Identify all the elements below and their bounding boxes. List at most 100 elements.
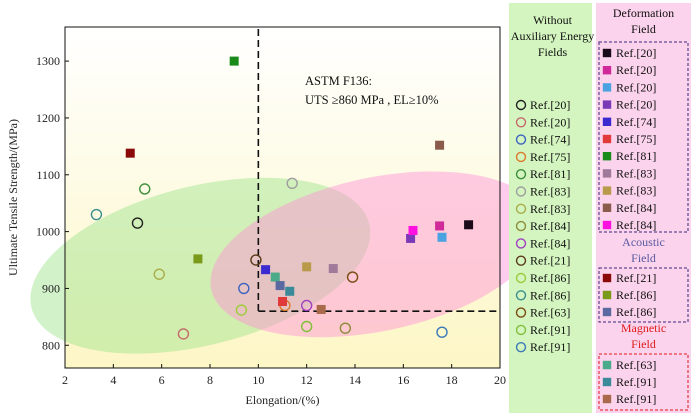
annotation-line-1: ASTM F136: [305,74,372,88]
data-point-circle [339,322,352,334]
legend-marker [602,117,612,126]
y-tick-label: 1000 [36,225,60,239]
plot-frame [64,26,501,369]
legend-marker [515,255,527,266]
data-point-square [193,254,203,264]
legend-title-acoustic: Field [631,251,656,265]
legend-label: Ref.[20] [530,115,570,129]
legend-label: Ref.[83] [616,184,656,198]
legend-marker [602,307,612,317]
legend-label: Ref.[83] [530,202,570,216]
data-point-square [464,220,474,230]
x-tick-label: 8 [207,373,213,387]
y-tick-label: 900 [42,281,60,295]
legend-label: Ref.[91] [616,392,656,406]
legend-marker [602,66,612,75]
legend: Without Auxiliary Energy Fields Ref.[20] Ref… [509,3,691,413]
legend-marker [515,99,527,111]
legend-label: Ref.[81] [616,149,656,163]
legend-marker [515,220,527,232]
legend-label: Ref.[84] [530,219,570,233]
legend-title-acoustic: Acoustic [622,235,665,249]
data-point-square [275,281,285,291]
legend-label: Ref.[84] [616,218,656,232]
legend-label: Ref.[91] [530,340,570,354]
legend-label: Ref.[20] [616,46,656,60]
data-point-circle [436,326,448,338]
data-point-square [408,225,418,235]
legend-marker [602,169,612,178]
legend-marker [602,134,612,144]
legend-marker [515,324,527,336]
data-point-circle [300,299,313,312]
y-tick-label: 1200 [36,111,60,125]
legend-marker [515,272,527,284]
legend-marker [515,151,527,163]
legend-panel-with-fields [596,3,691,413]
legend-marker [515,238,527,249]
legend-label: Ref.[20] [616,98,656,112]
legend-marker [515,168,527,180]
legend-label: Ref.[86] [616,305,656,319]
x-tick-label: 4 [110,373,116,387]
legend-label: Ref.[63] [530,306,570,320]
data-point-circle [286,177,298,189]
data-point-circle [235,304,248,316]
legend-label: Ref.[63] [616,358,656,372]
legend-label: Ref.[21] [530,254,570,268]
legend-marker [515,117,527,128]
legend-marker [602,290,612,300]
legend-label: Ref.[86] [530,288,570,302]
legend-label: Ref.[20] [616,80,656,94]
data-point-square [229,56,239,66]
legend-marker [515,307,527,318]
x-axis-label: Elongation/(%) [246,393,320,407]
data-point-circle [250,254,262,266]
data-point-square [316,304,326,314]
legend-marker [515,186,527,197]
legend-label: Ref.[20] [616,63,656,77]
legend-label: Ref.[83] [530,185,570,199]
legend-title-without-fields: Fields [538,45,568,59]
data-point-square [406,233,416,243]
data-point-square [328,264,338,274]
legend-label: Ref.[74] [530,133,570,147]
legend-label: Ref.[74] [616,115,656,129]
legend-marker [602,83,612,92]
x-tick-label: 14 [349,373,361,387]
legend-marker [602,273,612,283]
legend-label: Ref.[81] [530,167,570,181]
legend-box-magnetic [598,353,689,411]
x-tick-label: 12 [301,373,313,387]
data-point-square [261,265,271,275]
data-point-circle [139,183,151,195]
legend-box-deformation [598,41,689,233]
data-point-square [125,148,135,158]
x-tick-label: 6 [159,373,165,387]
data-point-circle [300,320,313,333]
legend-marker [515,134,527,145]
x-tick-label: 2 [62,373,68,387]
legend-label: Ref.[21] [616,271,656,285]
legend-marker [602,203,612,212]
legend-label: Ref.[83] [616,166,656,180]
legend-title-without-fields: Without [533,13,573,27]
legend-box-acoustic [598,267,689,323]
x-tick-label: 18 [446,373,458,387]
data-point-square [435,221,445,231]
legend-marker [515,290,527,301]
legend-label: Ref.[20] [530,98,570,112]
legend-marker [602,220,612,230]
legend-label: Ref.[91] [530,323,570,337]
legend-marker [515,203,527,215]
region-ellipse-green [30,177,371,354]
legend-panel-without-fields [509,3,592,413]
legend-label: Ref.[86] [616,288,656,302]
legend-marker [515,342,527,353]
legend-label: Ref.[75] [530,150,570,164]
x-tick-label: 20 [494,373,506,387]
y-tick-label: 1100 [36,168,60,182]
data-point-circle [131,217,144,229]
legend-title-magnetic: Magnetic [621,321,666,335]
